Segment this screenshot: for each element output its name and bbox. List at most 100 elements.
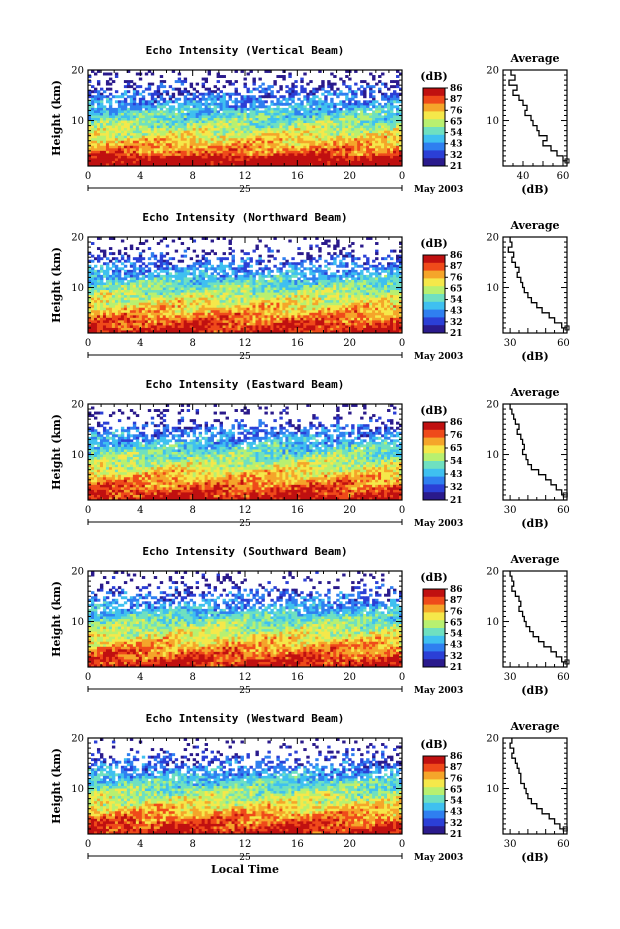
heatmap-cell xyxy=(99,160,104,164)
heatmap-cell xyxy=(180,128,185,132)
heatmap-cell xyxy=(309,257,313,261)
heatmap-cell xyxy=(399,120,403,124)
heatmap-cell xyxy=(396,272,400,276)
heatmap-cell xyxy=(369,150,373,154)
heatmap-cell xyxy=(306,163,310,167)
heatmap-cell xyxy=(108,153,113,157)
heatmap-cell xyxy=(144,100,149,104)
heatmap-cell xyxy=(261,282,265,286)
heatmap-cell xyxy=(363,274,367,278)
heatmap-cell xyxy=(357,150,361,154)
heatmap-cell xyxy=(204,290,209,293)
heatmap-cell xyxy=(297,128,301,132)
heatmap-cell xyxy=(102,105,107,109)
heatmap-cell xyxy=(288,277,292,281)
colorbar-segment xyxy=(423,95,445,104)
heatmap-cell xyxy=(105,100,110,104)
heatmap-cell xyxy=(348,279,352,283)
heatmap-cell xyxy=(282,262,286,266)
heatmap-cell xyxy=(129,148,134,152)
heatmap-cell xyxy=(330,92,334,96)
heatmap-cell xyxy=(192,274,197,278)
heatmap-cell xyxy=(159,150,164,154)
heatmap-cell xyxy=(120,128,125,132)
heatmap-cell xyxy=(138,123,143,126)
heatmap-cell xyxy=(312,274,316,278)
heatmap-cell xyxy=(120,112,125,116)
heatmap-cell xyxy=(207,72,212,76)
heatmap-cell xyxy=(306,285,310,288)
heatmap-cell xyxy=(267,138,271,142)
heatmap-cell xyxy=(336,282,340,286)
heatmap-cell xyxy=(360,120,364,124)
heatmap-cell xyxy=(198,105,203,109)
heatmap-cell xyxy=(291,287,295,291)
heatmap-cell xyxy=(387,279,391,283)
heatmap-cell xyxy=(153,163,158,167)
heatmap-cell xyxy=(312,297,316,301)
heatmap-cell xyxy=(159,269,164,273)
heatmap-cell xyxy=(387,110,391,114)
heatmap-cell xyxy=(318,125,322,129)
heatmap-cell xyxy=(105,140,110,144)
heatmap-cell xyxy=(99,292,104,296)
heatmap-cell xyxy=(219,277,223,281)
heatmap-cell xyxy=(315,112,319,116)
heatmap-cell xyxy=(339,148,343,152)
heatmap-cell xyxy=(165,244,170,248)
heatmap-cell xyxy=(201,155,206,159)
heatmap-cell xyxy=(249,150,253,154)
heatmap-cell xyxy=(93,128,98,132)
heatmap-cell xyxy=(132,135,137,139)
heatmap-cell xyxy=(351,282,355,286)
heatmap-cell xyxy=(168,133,173,137)
heatmap-cell xyxy=(159,118,164,121)
heatmap-cell xyxy=(228,300,232,304)
heatmap-cell xyxy=(393,148,397,152)
heatmap-cell xyxy=(393,297,397,301)
heatmap-cell xyxy=(207,262,212,266)
heatmap-cell xyxy=(399,153,403,157)
heatmap-cell xyxy=(330,148,334,152)
heatmap-cell xyxy=(165,125,170,129)
heatmap-cell xyxy=(123,105,128,109)
heatmap-cell xyxy=(270,153,274,157)
heatmap-cell xyxy=(258,300,262,304)
heatmap-cell xyxy=(123,285,128,288)
heatmap-cell xyxy=(297,292,301,296)
heatmap-cell xyxy=(189,158,194,162)
heatmap-cell xyxy=(378,158,382,162)
heatmap-cell xyxy=(114,160,119,164)
heatmap-cell xyxy=(252,158,256,162)
heatmap-cell xyxy=(264,125,268,129)
heatmap-cell xyxy=(327,145,331,149)
heatmap-cell xyxy=(141,300,146,304)
heatmap-cell xyxy=(174,118,179,121)
heatmap-cell xyxy=(189,282,194,286)
heatmap-cell xyxy=(366,257,370,261)
heatmap-cell xyxy=(255,110,259,114)
heatmap-cell xyxy=(282,285,286,288)
heatmap-cell xyxy=(354,153,358,157)
heatmap-cell xyxy=(393,153,397,157)
heatmap-cell xyxy=(393,285,397,288)
heatmap-cell xyxy=(225,290,229,293)
heatmap-cell xyxy=(366,125,370,129)
heatmap-cell xyxy=(300,287,304,291)
heatmap-cell xyxy=(93,110,98,114)
heatmap-cell xyxy=(138,138,143,142)
heatmap-cell xyxy=(339,158,343,162)
heatmap-cell xyxy=(396,70,400,73)
heatmap-cell xyxy=(90,125,95,129)
heatmap-cell xyxy=(330,257,334,261)
heatmap-cell xyxy=(249,274,253,278)
heatmap-cell xyxy=(267,279,271,283)
heatmap-cell xyxy=(390,120,394,124)
heatmap-cell xyxy=(354,105,358,109)
heatmap-cell xyxy=(390,138,394,142)
heatmap-cell xyxy=(99,290,104,293)
heatmap-cell xyxy=(318,277,322,281)
heatmap-cell xyxy=(396,259,400,263)
heatmap-cell xyxy=(291,135,295,139)
heatmap-cell xyxy=(219,100,223,104)
